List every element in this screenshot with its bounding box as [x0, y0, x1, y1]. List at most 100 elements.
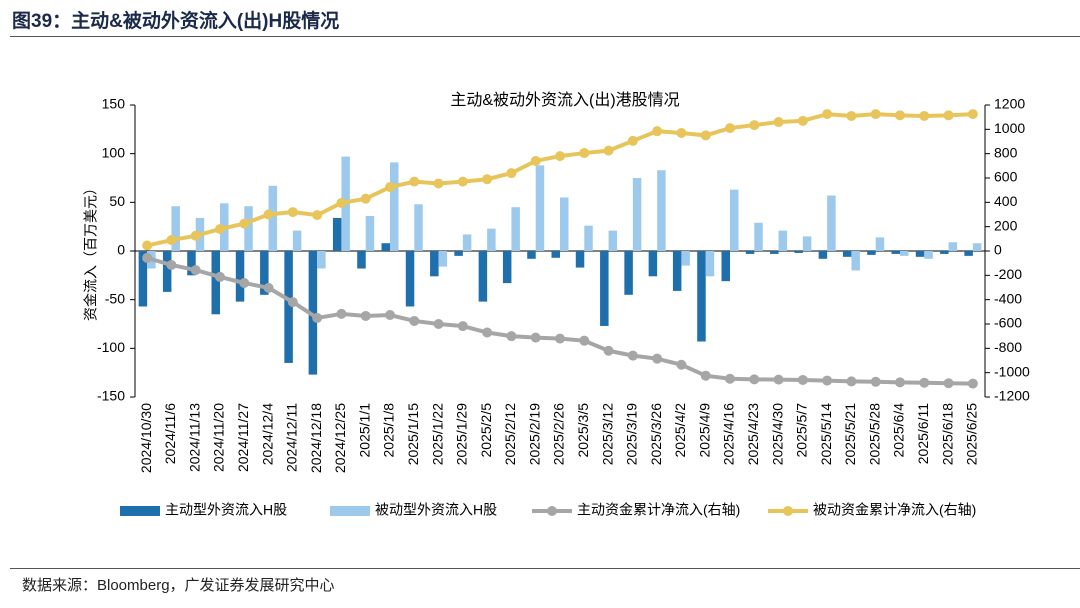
y2-tick-label: -1200 — [994, 388, 1030, 404]
bar — [292, 230, 302, 251]
y-axis-label: 资金流入（百万美元） — [83, 181, 99, 321]
line-marker — [652, 126, 663, 137]
line-marker — [190, 265, 201, 276]
x-tick-label: 2025/3/5 — [575, 403, 591, 458]
bar — [624, 251, 633, 295]
bar — [697, 251, 706, 342]
bar — [487, 228, 496, 251]
line-marker — [967, 109, 978, 120]
x-tick-label: 2024/12/11 — [284, 403, 300, 472]
legend-label: 被动资金累计净流入(右轴) — [813, 502, 976, 518]
y-tick-label: -100 — [97, 339, 125, 355]
line-marker — [287, 297, 298, 308]
x-tick-label: 2024/11/13 — [186, 403, 202, 472]
x-tick-label: 2025/1/15 — [405, 403, 421, 465]
y2-tick-label: -800 — [994, 339, 1022, 355]
line-marker — [385, 182, 395, 193]
legend-label: 主动资金累计净流入(右轴) — [577, 502, 740, 518]
line-marker — [725, 373, 735, 384]
bar — [430, 251, 439, 277]
bar — [502, 251, 512, 284]
y-tick-label: -150 — [97, 388, 125, 404]
line-marker — [360, 310, 371, 321]
x-tick-label: 2025/1/8 — [381, 403, 397, 458]
x-tick-label: 2025/3/26 — [648, 403, 664, 465]
figure-caption: 图39：主动&被动外资流入(出)H股情况 — [12, 11, 340, 32]
line-marker — [627, 350, 638, 361]
y-tick-label: 150 — [102, 96, 126, 112]
x-tick-label: 2025/1/1 — [356, 403, 372, 458]
line-marker — [433, 319, 444, 329]
bar — [171, 206, 180, 251]
line-marker — [142, 240, 153, 251]
y-tick-label: 0 — [117, 242, 125, 258]
bar — [681, 251, 690, 266]
line-marker — [870, 376, 881, 387]
line-marker — [215, 271, 225, 282]
x-tick-label: 2025/5/28 — [866, 403, 882, 465]
line-marker — [312, 312, 323, 323]
bar — [657, 170, 666, 251]
x-tick-label: 2025/4/30 — [769, 403, 785, 465]
header-rule — [10, 36, 1080, 37]
line-marker — [360, 193, 371, 204]
line-marker — [943, 378, 954, 389]
bar — [940, 251, 949, 254]
x-tick-label: 2024/12/4 — [259, 403, 275, 465]
line-marker — [457, 321, 468, 332]
line-marker — [579, 335, 590, 346]
legend-label: 主动型外资流入H股 — [165, 502, 287, 518]
bar — [754, 222, 763, 251]
line-marker — [433, 178, 444, 189]
bar — [332, 217, 342, 251]
legend-swatch — [330, 506, 370, 516]
bar — [600, 251, 609, 326]
footer-rule — [10, 568, 1080, 569]
bar — [438, 251, 448, 267]
bar — [721, 251, 730, 282]
line-marker — [166, 259, 177, 270]
line-marker — [409, 176, 420, 187]
y2-tick-label: -1000 — [994, 363, 1030, 379]
x-tick-label: 2025/5/7 — [794, 403, 810, 458]
line-marker — [676, 127, 687, 138]
line-marker — [312, 210, 323, 221]
y-tick-label: -50 — [105, 290, 125, 306]
line-marker — [797, 374, 808, 385]
bar — [244, 206, 253, 251]
bar — [551, 251, 560, 258]
line-marker — [943, 110, 954, 121]
line-marker — [919, 377, 930, 388]
line-marker — [263, 209, 274, 220]
line-marker — [530, 332, 541, 343]
bar — [632, 178, 642, 251]
line-marker — [846, 376, 857, 387]
x-tick-label: 2025/1/29 — [454, 403, 470, 465]
line-marker — [919, 110, 930, 121]
line-marker — [822, 109, 833, 120]
line-marker — [166, 235, 177, 246]
x-tick-label: 2024/11/6 — [162, 403, 178, 464]
bar — [138, 251, 148, 307]
line-marker — [385, 309, 395, 320]
x-tick-label: 2025/5/14 — [818, 403, 834, 465]
bar — [211, 251, 220, 315]
bar — [794, 251, 803, 253]
x-tick-label: 2025/2/26 — [551, 403, 567, 465]
bar — [527, 251, 536, 259]
bar — [454, 251, 463, 256]
bar — [365, 215, 375, 251]
x-tick-label: 2024/11/20 — [211, 403, 227, 472]
bar — [802, 236, 812, 251]
x-tick-label: 2025/6/18 — [939, 403, 955, 465]
x-tick-label: 2025/3/12 — [599, 403, 615, 465]
x-tick-label: 2025/4/2 — [672, 403, 688, 458]
bar — [964, 251, 973, 256]
line-marker — [773, 117, 784, 128]
bar — [478, 251, 488, 302]
bar — [842, 251, 852, 257]
line-marker — [700, 130, 711, 141]
bar — [891, 251, 900, 254]
line-marker — [190, 230, 201, 241]
